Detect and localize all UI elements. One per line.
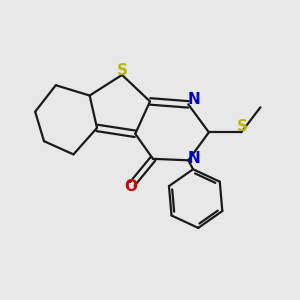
Text: S: S xyxy=(116,63,128,78)
Text: N: N xyxy=(188,151,200,166)
Text: S: S xyxy=(237,119,248,134)
Text: O: O xyxy=(124,179,137,194)
Text: N: N xyxy=(188,92,200,107)
